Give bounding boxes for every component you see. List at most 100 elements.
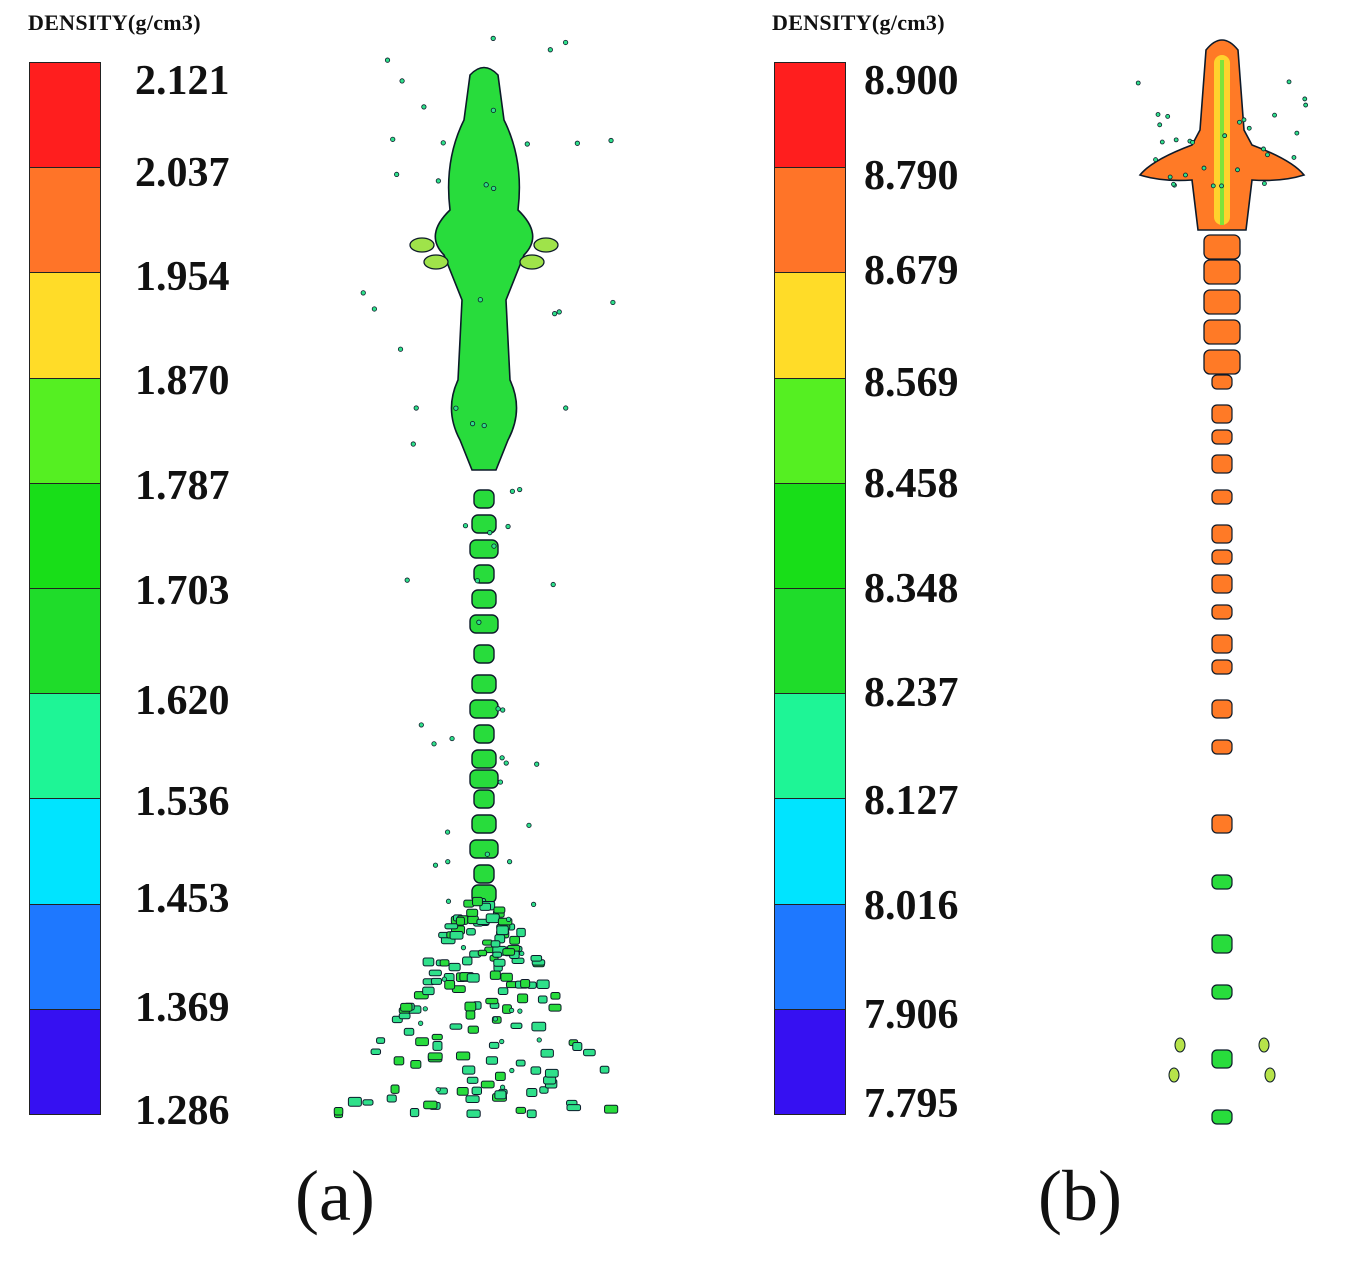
- particle: [610, 299, 616, 306]
- particle: [481, 422, 487, 429]
- particle: [1153, 157, 1158, 163]
- particle: [440, 140, 446, 146]
- jet-fragment: [480, 1080, 495, 1089]
- tick-label: 2.037: [135, 150, 230, 196]
- particle: [1171, 181, 1176, 187]
- tick-label: 7.795: [864, 1081, 959, 1127]
- particle: [399, 78, 405, 84]
- jet-fragment: [464, 1001, 477, 1012]
- jet-particle: [1211, 699, 1233, 719]
- jet-segment: [469, 614, 499, 634]
- particle: [1291, 155, 1297, 160]
- jet-fragment: [465, 1010, 476, 1020]
- jet-segment: [1203, 349, 1241, 375]
- jet-fragment: [398, 1012, 411, 1020]
- jet-fragment: [472, 896, 483, 907]
- jet-fragment: [462, 1065, 476, 1075]
- jet-fragment: [427, 1052, 443, 1061]
- jet-segment: [473, 644, 495, 664]
- particle: [462, 523, 469, 529]
- jet-fragment: [467, 1025, 479, 1034]
- colorbar-band: [775, 694, 845, 800]
- jet-particle: [1211, 454, 1233, 474]
- jet-fragment: [455, 916, 465, 926]
- jet-particle: [1211, 814, 1233, 834]
- tick-label: 8.127: [864, 778, 959, 824]
- particle: [519, 950, 525, 957]
- jet-fragment: [520, 978, 531, 989]
- particle: [483, 182, 489, 188]
- jet-fragment: [515, 1059, 526, 1067]
- particle: [444, 829, 451, 835]
- legend-title: DENSITY(g/cm3): [28, 10, 201, 35]
- tick-label: 8.348: [864, 566, 959, 612]
- particle: [477, 297, 483, 303]
- particle: [384, 57, 391, 63]
- particle: [476, 619, 482, 625]
- jet-fragment: [502, 948, 516, 956]
- particle: [517, 486, 523, 493]
- tick-label: 8.900: [864, 58, 959, 104]
- particle: [506, 916, 512, 922]
- particle: [499, 1038, 505, 1045]
- jet-fragment: [497, 987, 509, 996]
- jet-fragment: [347, 1096, 362, 1107]
- jet-segment: [1203, 289, 1241, 315]
- particle: [1222, 133, 1228, 139]
- jet-segment: [473, 789, 495, 809]
- jet-fragment: [599, 1065, 610, 1074]
- jet-fragment: [509, 935, 521, 945]
- jet-fragment: [333, 1106, 344, 1116]
- jet-fragment: [583, 1048, 596, 1057]
- jet-segment: [471, 814, 497, 834]
- jet-fragment: [422, 986, 435, 996]
- tick-label: 7.906: [864, 992, 959, 1038]
- panel-caption: (b): [1038, 1156, 1122, 1236]
- tick-label: 1.453: [135, 876, 230, 922]
- jet-fragment: [540, 1048, 554, 1058]
- jet-fragment: [456, 1086, 469, 1096]
- jet-segment: [471, 749, 497, 769]
- particle: [422, 1006, 428, 1012]
- jet-fragment: [494, 1071, 506, 1081]
- jet-particle: [1211, 1049, 1233, 1069]
- jet-fragment: [488, 1041, 500, 1049]
- jet-fragment: [493, 906, 506, 914]
- jet-segment: [1203, 259, 1241, 285]
- particle: [550, 581, 556, 588]
- particle: [608, 137, 614, 144]
- jet-segment: [1203, 234, 1241, 260]
- particle: [1165, 114, 1171, 119]
- colorbar-band: [775, 1009, 845, 1115]
- particle: [556, 309, 562, 315]
- jet-fragment: [492, 951, 503, 958]
- jet-fragment: [466, 973, 480, 983]
- particle: [509, 488, 516, 494]
- jet-fragment: [423, 1100, 438, 1110]
- jet-segment: [1203, 319, 1241, 345]
- jet-particle: [1211, 404, 1233, 424]
- jet-fragment: [537, 995, 548, 1004]
- tick-label: 1.536: [135, 779, 230, 825]
- jet-fragment: [548, 1003, 562, 1012]
- particle: [492, 1016, 498, 1022]
- particle: [1261, 146, 1266, 152]
- particle: [1219, 183, 1224, 189]
- tick-label: 8.458: [864, 461, 959, 507]
- colorbar-band: [30, 799, 100, 905]
- jet-fragment: [444, 979, 456, 990]
- particle: [1302, 96, 1308, 102]
- colorbar: [774, 62, 846, 1115]
- particle: [460, 945, 467, 951]
- tick-label: 1.703: [135, 568, 230, 614]
- particle: [390, 136, 396, 142]
- jet-fragment: [543, 1076, 557, 1085]
- colorbar-band: [30, 483, 100, 590]
- particle: [435, 1086, 441, 1093]
- colorbar-band: [775, 378, 845, 484]
- jet-fragment: [423, 254, 449, 270]
- tick-label: 1.286: [135, 1088, 230, 1134]
- jet-fragment: [386, 1094, 397, 1103]
- panel-caption: (a): [295, 1156, 375, 1236]
- particle: [432, 862, 439, 868]
